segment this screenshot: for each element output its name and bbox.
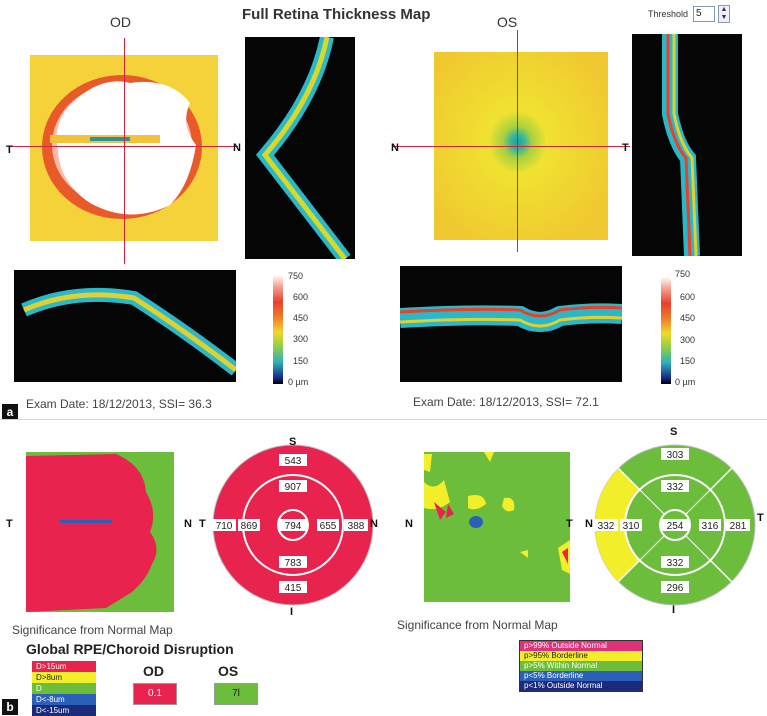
od-grid-inner-t: 869 <box>241 521 258 532</box>
os-grid-outer-t: 281 <box>730 521 747 532</box>
legend-borderline-high: p>95% Borderline <box>520 651 642 661</box>
threshold-label: Threshold <box>648 9 689 19</box>
od-map-hline <box>8 146 238 147</box>
od-scale-0: 0 µm <box>288 377 309 387</box>
od-grid-inner-s: 907 <box>285 482 302 493</box>
os-label: OS <box>497 14 518 30</box>
os-grid-inner-s: 332 <box>667 482 684 493</box>
spin-up-icon[interactable]: ▲ <box>720 6 728 13</box>
normative-legend: p>99% Outside Normal p>95% Borderline p>… <box>519 640 643 692</box>
os-etdrs-grid: 303 332 254 332 296 332 310 316 281 <box>594 444 756 606</box>
od-scale-750: 750 <box>288 271 304 281</box>
od-axis-n: N <box>233 142 241 154</box>
rpe-legend-d: D <box>32 683 96 694</box>
panel-divider <box>0 419 767 420</box>
od-grid-outer-i: 415 <box>285 583 302 594</box>
rpe-od-label: OD <box>143 663 164 679</box>
rpe-od-value: 0.1 <box>133 683 177 705</box>
panel-tag-b: b <box>2 699 18 715</box>
os-grid-inner-t: 316 <box>702 521 719 532</box>
os-grid-inner-i: 332 <box>667 558 684 569</box>
legend-outside-normal-low: p<1% Outside Normal <box>520 681 642 691</box>
threshold-input[interactable]: 5 <box>693 6 715 22</box>
od-grid-inner-n: 655 <box>320 521 337 532</box>
od-grid-outer-s: 543 <box>285 456 302 467</box>
od-grid-outer-n: 388 <box>348 521 365 532</box>
legend-within-normal: p>5% Within Normal <box>520 661 642 671</box>
od-scale-150: 150 <box>293 356 309 366</box>
os-grid-outer-i: 296 <box>667 583 684 594</box>
rpe-os-value: 7l <box>214 683 258 705</box>
os-sig-axis-t: T <box>566 518 573 530</box>
od-vertical-bscan <box>245 37 355 259</box>
od-grid-axis-i: I <box>290 606 294 618</box>
page-title: Full Retina Thickness Map <box>242 6 431 23</box>
os-scale-150: 150 <box>680 356 696 366</box>
rpe-os-label: OS <box>218 663 239 679</box>
threshold-spinner[interactable]: ▲ ▼ <box>718 5 730 23</box>
os-axis-n: N <box>391 142 399 154</box>
legend-outside-normal-high: p>99% Outside Normal <box>520 641 642 651</box>
os-scale-0: 0 µm <box>675 377 696 387</box>
os-axis-t: T <box>622 142 629 154</box>
os-exam-info: Exam Date: 18/12/2013, SSI= 72.1 <box>413 395 599 409</box>
os-grid-inner-n: 310 <box>623 521 640 532</box>
os-sig-caption: Significance from Normal Map <box>397 618 558 632</box>
od-map-vline <box>124 38 125 264</box>
os-grid-axis-i: I <box>672 604 676 616</box>
spin-down-icon[interactable]: ▼ <box>720 14 728 21</box>
od-grid-center: 794 <box>285 521 302 532</box>
od-grid-axis-n-right: N <box>370 518 378 530</box>
od-grid-outer-t: 710 <box>216 521 233 532</box>
os-grid-axis-t-right: T <box>757 512 764 524</box>
os-scale-750: 750 <box>675 269 691 279</box>
os-grid-outer-s: 303 <box>667 450 684 461</box>
od-scale-450: 450 <box>293 313 309 323</box>
od-etdrs-grid: 543 907 794 783 415 710 869 655 388 <box>212 444 374 606</box>
od-grid-axis-n-outer: N <box>184 518 192 530</box>
rpe-legend-d-gt-8: D>8um <box>32 672 96 683</box>
rpe-legend: D>15um D>8um D D<-8um D<-15um <box>32 661 96 716</box>
od-label: OD <box>110 14 131 30</box>
os-scale-300: 300 <box>680 335 696 345</box>
os-map-vline <box>517 30 518 252</box>
rpe-legend-d-lt-15: D<-15um <box>32 705 96 716</box>
od-color-scale <box>273 276 283 384</box>
od-significance-map <box>26 452 174 612</box>
od-grid-axis-t-outer: T <box>199 518 206 530</box>
od-scale-300: 300 <box>293 334 309 344</box>
od-horizontal-bscan <box>14 270 236 382</box>
od-grid-axis-s: S <box>289 436 297 448</box>
os-scale-450: 450 <box>680 313 696 323</box>
od-scale-600: 600 <box>293 292 309 302</box>
panel-tag-a: a <box>2 404 18 420</box>
os-grid-axis-n-left: N <box>585 518 593 530</box>
os-grid-axis-s: S <box>670 426 678 438</box>
os-map-hline <box>392 146 630 147</box>
os-vertical-bscan <box>632 34 742 256</box>
rpe-legend-d-gt-15: D>15um <box>32 661 96 672</box>
rpe-legend-d-lt-8: D<-8um <box>32 694 96 705</box>
os-grid-center: 254 <box>667 521 684 532</box>
legend-borderline-low: p<5% Borderline <box>520 671 642 681</box>
os-scale-600: 600 <box>680 292 696 302</box>
os-grid-outer-n: 332 <box>598 521 615 532</box>
os-horizontal-bscan <box>400 266 622 382</box>
os-sig-axis-n: N <box>405 518 413 530</box>
os-significance-map <box>424 452 570 602</box>
os-color-scale <box>661 278 671 384</box>
rpe-title: Global RPE/Choroid Disruption <box>26 641 234 657</box>
od-grid-inner-i: 783 <box>285 558 302 569</box>
od-axis-t: T <box>6 144 13 156</box>
od-sig-axis-t: T <box>6 518 13 530</box>
od-sig-caption: Significance from Normal Map <box>12 623 173 637</box>
od-exam-info: Exam Date: 18/12/2013, SSI= 36.3 <box>26 397 212 411</box>
